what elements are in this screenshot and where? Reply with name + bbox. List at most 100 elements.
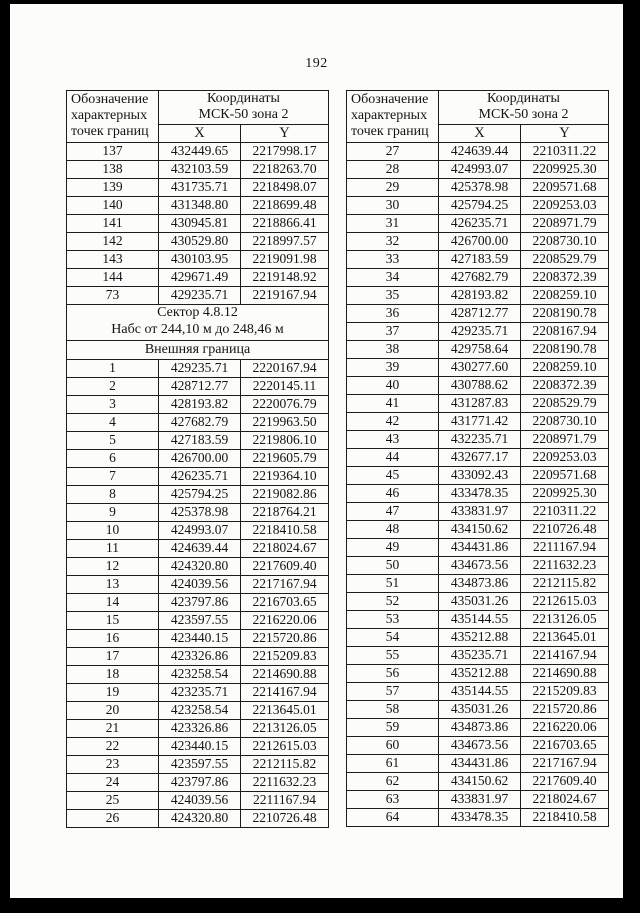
- y-coordinate-cell: 2208730.10: [520, 231, 609, 251]
- y-coordinate-cell: 2220167.94: [240, 358, 329, 378]
- table-row: 61 434431.86 2217167.94: [346, 753, 609, 773]
- point-number-cell: 57: [346, 681, 439, 701]
- x-coordinate-cell: 423326.86: [158, 718, 241, 738]
- point-number-cell: 32: [346, 231, 439, 251]
- x-coordinate-cell: 425378.98: [158, 502, 241, 522]
- point-number-cell: 138: [66, 159, 159, 179]
- table-row: 140 431348.80 2218699.48: [66, 195, 329, 215]
- point-number-cell: 6: [66, 448, 159, 468]
- table-row: 45 433092.43 2209571.68: [346, 465, 609, 485]
- y-coordinate-cell: 2212615.03: [520, 591, 609, 611]
- x-coordinate-cell: 429235.71: [438, 321, 521, 341]
- x-coordinate-cell: 434873.86: [438, 573, 521, 593]
- table-row: 53 435144.55 2213126.05: [346, 609, 609, 629]
- y-coordinate-cell: 2216220.06: [240, 610, 329, 630]
- y-coordinate-cell: 2209925.30: [520, 483, 609, 503]
- y-coordinate-cell: 2208190.78: [520, 303, 609, 323]
- document-page: 192 Обозначение характерных точек границ…: [10, 4, 623, 898]
- y-coordinate-cell: 2210726.48: [520, 519, 609, 539]
- y-coordinate-cell: 2209925.30: [520, 159, 609, 179]
- coordinate-table-left: Обозначение характерных точек границ Коо…: [66, 90, 329, 828]
- table-row: 54 435212.88 2213645.01: [346, 627, 609, 647]
- y-coordinate-cell: 2217167.94: [240, 574, 329, 594]
- page-number: 192: [305, 56, 328, 71]
- y-coordinate-cell: 2208259.10: [520, 285, 609, 305]
- point-number-cell: 25: [66, 790, 159, 810]
- y-coordinate-cell: 2214167.94: [240, 682, 329, 702]
- table-row: 8 425794.25 2219082.86: [66, 484, 329, 504]
- point-number-cell: 142: [66, 231, 159, 251]
- point-number-cell: 34: [346, 267, 439, 287]
- coordinates-column-header: Координаты МСК-50 зона 2: [438, 90, 609, 125]
- table-row: 30 425794.25 2209253.03: [346, 195, 609, 215]
- table-row: 6 426700.00 2219605.79: [66, 448, 329, 468]
- table-row: 10 424993.07 2218410.58: [66, 520, 329, 540]
- point-number-cell: 54: [346, 627, 439, 647]
- point-number-cell: 73: [66, 285, 159, 305]
- y-coordinate-cell: 2216703.65: [240, 592, 329, 612]
- y-coordinate-cell: 2218498.07: [240, 177, 329, 197]
- point-number-cell: 11: [66, 538, 159, 558]
- point-number-cell: 139: [66, 177, 159, 197]
- point-number-cell: 137: [66, 141, 159, 161]
- point-number-cell: 10: [66, 520, 159, 540]
- point-number-cell: 63: [346, 789, 439, 809]
- point-number-cell: 60: [346, 735, 439, 755]
- point-number-cell: 18: [66, 664, 159, 684]
- table-row: 142 430529.80 2218997.57: [66, 231, 329, 251]
- point-number-cell: 20: [66, 700, 159, 720]
- x-coordinate-cell: 435031.26: [438, 699, 521, 719]
- y-coordinate-cell: 2208167.94: [520, 321, 609, 341]
- x-coordinate-cell: 424320.80: [158, 808, 241, 828]
- point-number-cell: 13: [66, 574, 159, 594]
- table-row: 47 433831.97 2210311.22: [346, 501, 609, 521]
- point-number-cell: 42: [346, 411, 439, 431]
- x-coordinate-cell: 424320.80: [158, 556, 241, 576]
- x-coordinate-cell: 434150.62: [438, 771, 521, 791]
- table-row: 29 425378.98 2209571.68: [346, 177, 609, 197]
- table-row: 9 425378.98 2218764.21: [66, 502, 329, 522]
- y-coordinate-cell: 2218024.67: [240, 538, 329, 558]
- y-coordinate-cell: 2208259.10: [520, 357, 609, 377]
- point-number-cell: 143: [66, 249, 159, 269]
- table-row: 41 431287.83 2208529.79: [346, 393, 609, 413]
- x-coordinate-cell: 429758.64: [438, 339, 521, 359]
- table-row: 56 435212.88 2214690.88: [346, 663, 609, 683]
- x-coordinate-cell: 430945.81: [158, 213, 241, 233]
- x-coordinate-cell: 424639.44: [158, 538, 241, 558]
- y-coordinate-cell: 2217167.94: [520, 753, 609, 773]
- point-number-cell: 36: [346, 303, 439, 323]
- table-row: 59 434873.86 2216220.06: [346, 717, 609, 737]
- coordinate-table-right: Обозначение характерных точек границ Коо…: [346, 90, 609, 827]
- table-row: 24 423797.86 2211632.23: [66, 772, 329, 792]
- x-coordinate-cell: 435144.55: [438, 609, 521, 629]
- table-row: 52 435031.26 2212615.03: [346, 591, 609, 611]
- y-coordinate-cell: 2213126.05: [240, 718, 329, 738]
- x-coordinate-cell: 435144.55: [438, 681, 521, 701]
- y-coordinate-cell: 2217609.40: [240, 556, 329, 576]
- point-number-cell: 24: [66, 772, 159, 792]
- table-row: 21 423326.86 2213126.05: [66, 718, 329, 738]
- point-number-cell: 47: [346, 501, 439, 521]
- y-coordinate-cell: 2218866.41: [240, 213, 329, 233]
- y-coordinate-cell: 2211632.23: [240, 772, 329, 792]
- x-coordinate-cell: 424039.56: [158, 574, 241, 594]
- point-number-cell: 4: [66, 412, 159, 432]
- coordinates-header-line1: Координаты: [487, 91, 560, 107]
- outer-boundary-header: Внешняя граница: [66, 339, 329, 360]
- x-coordinate-cell: 432449.65: [158, 141, 241, 161]
- x-coordinate-cell: 435235.71: [438, 645, 521, 665]
- table-row: 49 434431.86 2211167.94: [346, 537, 609, 557]
- x-coordinate-cell: 432103.59: [158, 159, 241, 179]
- point-number-cell: 53: [346, 609, 439, 629]
- y-coordinate-cell: 2220145.11: [240, 376, 329, 396]
- point-number-cell: 19: [66, 682, 159, 702]
- table-row: 144 429671.49 2219148.92: [66, 267, 329, 287]
- x-coordinate-cell: 426700.00: [438, 231, 521, 251]
- coordinates-column-header: Координаты МСК-50 зона 2: [158, 90, 329, 125]
- x-coordinate-cell: 430788.62: [438, 375, 521, 395]
- table-row: 50 434673.56 2211632.23: [346, 555, 609, 575]
- point-number-cell: 23: [66, 754, 159, 774]
- x-coordinate-cell: 428712.77: [438, 303, 521, 323]
- point-number-cell: 22: [66, 736, 159, 756]
